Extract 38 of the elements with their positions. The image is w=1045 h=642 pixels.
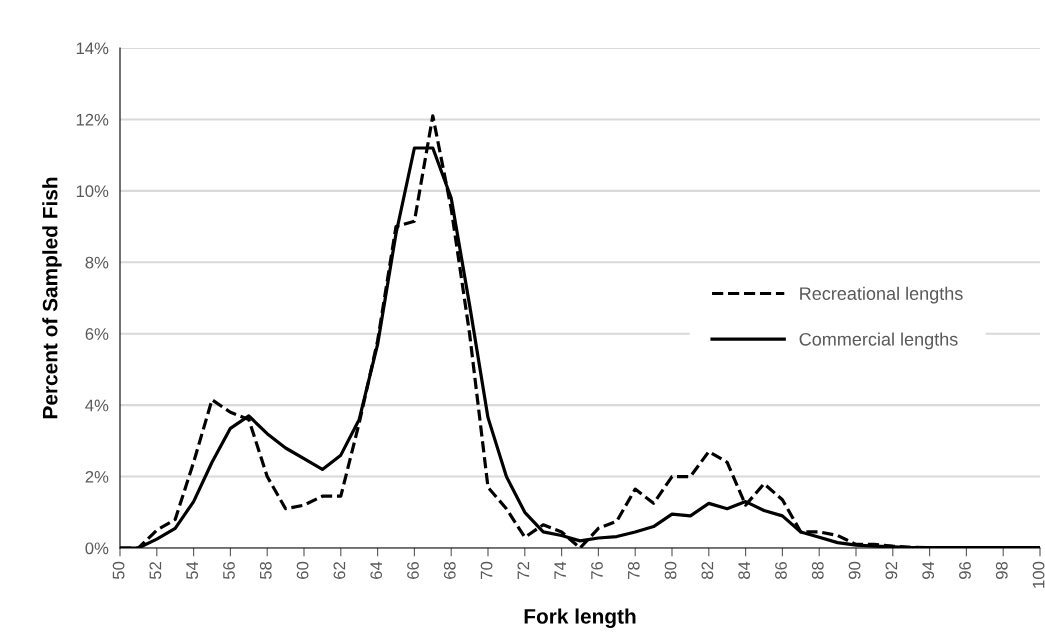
legend-label: Commercial lengths: [799, 332, 958, 350]
x-tick-label: 54: [186, 561, 199, 580]
x-tick-label: 52: [149, 562, 162, 580]
x-tick-label: 84: [738, 561, 751, 580]
y-tick-label: 6%: [85, 328, 109, 340]
x-tick-label: 74: [554, 561, 566, 579]
y-tick-label: 12%: [76, 113, 109, 126]
y-tick-label: 2%: [85, 470, 109, 483]
legend-label: Recreational lengths: [800, 286, 963, 304]
y-axis-title: Percent of Sampled Fish: [42, 177, 62, 419]
x-tick-label: 96: [959, 561, 971, 579]
x-tick-label: 58: [259, 561, 272, 580]
x-tick-label: 82: [701, 562, 714, 580]
x-tick-label: 94: [922, 561, 935, 579]
x-tick-label: 76: [591, 561, 603, 579]
x-tick-label: 50: [112, 561, 125, 580]
y-tick-label: 4%: [85, 399, 109, 412]
x-tick-label: 64: [370, 561, 383, 579]
x-tick-label: 68: [443, 561, 456, 579]
x-axis-title: Fork length: [524, 608, 636, 628]
x-tick-label: 92: [885, 562, 898, 579]
x-tick-label: 100: [1032, 561, 1045, 588]
y-tick-label: 10%: [76, 185, 109, 198]
x-tick-label: 66: [407, 561, 419, 579]
x-tick-label: 60: [296, 561, 309, 579]
x-tick-label: 90: [848, 561, 861, 579]
x-tick-label: 72: [517, 562, 530, 579]
y-tick-label: 0%: [85, 542, 109, 555]
x-tick-label: 80: [664, 561, 677, 580]
x-tick-label: 86: [775, 561, 787, 580]
x-tick-label: 88: [811, 561, 824, 580]
x-tick-label: 78: [627, 561, 640, 579]
x-tick-label: 56: [223, 561, 235, 580]
x-tick-label: 98: [995, 561, 1008, 579]
y-tick-label: 8%: [85, 256, 109, 269]
y-tick-label: 14%: [76, 42, 109, 55]
x-tick-label: 70: [480, 561, 493, 579]
x-tick-label: 62: [333, 562, 346, 579]
